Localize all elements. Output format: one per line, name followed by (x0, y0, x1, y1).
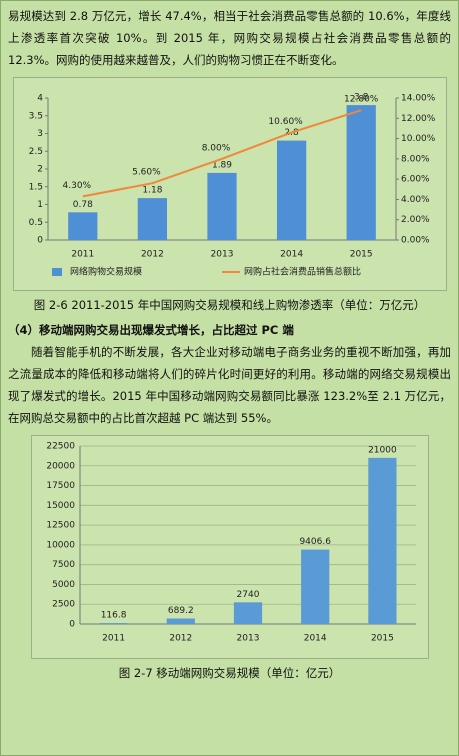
y2-tick-label: 8.00% (401, 154, 430, 164)
y2-tick-label: 2.00% (401, 215, 430, 225)
bar (206, 172, 237, 240)
y-tick-label: 5000 (52, 580, 75, 590)
y2-tick-label: 10.00% (401, 134, 436, 144)
data-label: 10.60% (268, 117, 303, 127)
y-tick-label: 2.5 (28, 147, 42, 157)
y-tick-label: 12500 (46, 521, 75, 531)
heading: （4）移动端网购交易出现爆发式增长，占比超过 PC 端 (8, 323, 294, 337)
y2-tick-label: 0.00% (401, 236, 430, 246)
bar (166, 618, 195, 624)
caption: 图 2-6 2011-2015 年中国网购交易规模和线上购物渗透率（单位：万亿元… (33, 298, 426, 312)
legend-swatch (51, 268, 62, 276)
x-tick-label: 2012 (140, 250, 163, 260)
y2-tick-label: 6.00% (401, 175, 430, 185)
x-tick-label: 2014 (303, 634, 326, 644)
x-tick-label: 2011 (102, 634, 125, 644)
legend-label: 网购占社会消费品销售总额比 (244, 266, 361, 278)
y-tick-label: 0 (37, 236, 43, 246)
data-label: 0.78 (72, 200, 92, 210)
chart: 0 0.5 1 1.5 2 2.5 3 3.5 4 0.00% 2.00% 4.00% 6.00% 8.0… (12, 77, 447, 291)
y-tick-label: 4 (37, 94, 43, 104)
data-label: 21000 (368, 445, 397, 455)
data-label: 5.60% (132, 168, 161, 178)
y-tick-label: 20000 (46, 461, 75, 471)
y-tick-label: 0 (69, 620, 75, 630)
bar (276, 140, 306, 240)
bar (137, 198, 167, 240)
y-tick-label: 1 (37, 200, 43, 210)
x-tick-label: 2015 (349, 250, 372, 260)
data-label: 9406.6 (299, 537, 331, 547)
y-tick-label: 10000 (46, 540, 75, 550)
y-tick-label: 3.5 (28, 111, 42, 121)
data-label: 1.89 (211, 160, 231, 170)
y-tick-label: 2 (37, 165, 43, 175)
x-tick-label: 2015 (370, 634, 393, 644)
y-tick-label: 7500 (52, 560, 75, 570)
data-label: 2740 (236, 590, 259, 600)
data-label: 12.80% (344, 95, 379, 105)
x-tick-label: 2012 (169, 634, 192, 644)
chart: 0 2500 5000 7500 10000 12500 15000 17500 20000 22… (30, 435, 429, 659)
y-tick-label: 1.5 (28, 182, 42, 192)
bar (98, 623, 128, 624)
caption: 图 2-7 移动端网购交易规模（单位：亿元） (118, 666, 341, 680)
y2-tick-label: 14.00% (401, 94, 436, 104)
line (82, 109, 362, 198)
y-tick-label: 17500 (46, 481, 75, 491)
data-label: 8.00% (201, 143, 230, 153)
x-tick-label: 2011 (71, 250, 94, 260)
paragraph: 随着智能手机的不断发展，各大企业对移动端电子商务业务的重视不断加强，再加之流量成… (8, 345, 451, 425)
bar (233, 602, 262, 624)
x-tick-label: 2013 (236, 634, 259, 644)
y-tick-label: 0.5 (28, 218, 42, 228)
x-tick-label: 2013 (210, 250, 233, 260)
y-tick-label: 3 (37, 129, 43, 139)
data-label: 116.8 (100, 611, 126, 621)
y-tick-label: 15000 (46, 501, 75, 511)
bar (67, 212, 97, 240)
data-label: 1.18 (142, 186, 162, 196)
y-tick-label: 22500 (46, 442, 75, 452)
y2-tick-label: 12.00% (401, 114, 436, 124)
legend-label: 网络购物交易规模 (70, 266, 142, 278)
bar (300, 549, 329, 624)
data-label: 689.2 (167, 606, 193, 616)
x-tick-label: 2014 (280, 250, 303, 260)
data-label: 3.8 (354, 93, 369, 103)
data-label: 4.30% (62, 181, 91, 191)
bar (367, 457, 397, 624)
paragraph: 易规模达到 2.8 万亿元，增长 47.4%，相当于社会消费品零售总额的 10.… (8, 9, 451, 67)
bar (346, 105, 376, 240)
y2-tick-label: 4.00% (401, 195, 430, 205)
y-tick-label: 2500 (52, 600, 75, 610)
